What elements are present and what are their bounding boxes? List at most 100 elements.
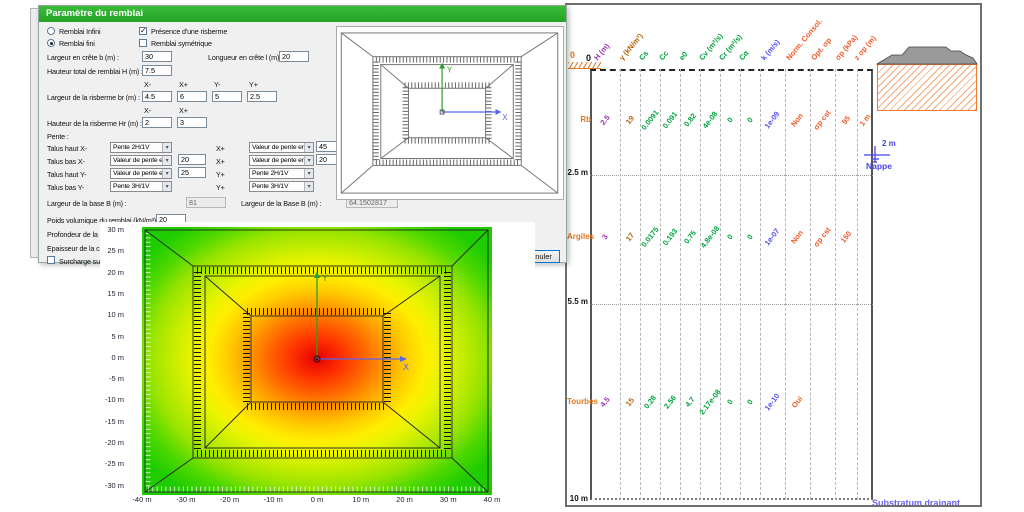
y-tick-label: -15 m — [104, 416, 124, 426]
column-header: Cs — [637, 48, 651, 62]
risberme-largeur-yplus-input[interactable] — [247, 91, 277, 102]
pente-section-label: Pente : — [47, 132, 69, 141]
talus-bas-yplus-select-value: Pente 3H/1V — [252, 183, 289, 190]
y-tick-label: -10 m — [104, 395, 124, 405]
largeur-crete-input[interactable] — [142, 51, 172, 62]
talus-row3-axis2: Y+ — [216, 183, 225, 192]
talus-bas-x-value-input[interactable] — [178, 154, 206, 165]
column-header: Opt. σp — [809, 35, 834, 62]
chevron-down-icon: ▾ — [304, 143, 313, 152]
talus-haut-y-select[interactable]: Valeur de pente en ° ▾ — [110, 168, 172, 179]
radio-remblai-infini[interactable] — [47, 27, 55, 35]
column-header: Cc — [657, 48, 671, 62]
layer-boundary-2-5m — [590, 175, 873, 176]
talus-haut-x-label: Talus haut X- — [47, 144, 87, 153]
profile-chart-box — [590, 69, 873, 500]
hauteur-total-input[interactable] — [142, 65, 172, 76]
longueur-crete-label: Longueur en crête l (m) : — [208, 53, 283, 62]
risberme-hauteur-xplus-input[interactable] — [177, 117, 207, 128]
layer-name-tourbes: Tourbes — [567, 397, 598, 406]
y-tick-label: -5 m — [109, 374, 124, 384]
axis-header-xminus: X- — [144, 80, 152, 89]
axis-header2-xplus: X+ — [179, 106, 188, 115]
tn-zero-label: 0 — [570, 50, 576, 60]
checkbox-presence-risberme[interactable] — [139, 26, 147, 35]
talus-haut-y-value-input[interactable] — [178, 167, 206, 178]
x-tick-label: 20 m — [396, 495, 413, 504]
chevron-down-icon: ▾ — [304, 182, 313, 191]
chevron-down-icon: ▾ — [162, 143, 171, 152]
checkbox-remblai-symetrique-label: Remblai symétrique — [151, 39, 212, 48]
longueur-crete-input[interactable] — [279, 51, 309, 62]
y-tick-label: 10 m — [107, 310, 124, 320]
risberme-largeur-xplus-input[interactable] — [177, 91, 207, 102]
checkbox-remblai-symetrique[interactable] — [139, 39, 147, 47]
x-axis-label: X — [403, 362, 409, 372]
talus-row2-axis2: Y+ — [216, 170, 225, 179]
column-separator — [785, 69, 786, 500]
column-separator — [835, 69, 836, 500]
couche-compressible-label: Epaisseur de la couche com — [47, 244, 134, 253]
y-tick-label: -25 m — [104, 459, 124, 469]
preview-axes: Y X — [439, 62, 508, 122]
depth-label-2-5m: 2.5 m — [567, 168, 588, 177]
contour-plot: Y X 30 m 25 m 20 m 15 m 10 m 5 m 0 m -5 m -10 m -… — [100, 222, 535, 512]
radio-remblai-fini-label: Remblai fini — [59, 39, 95, 48]
x-tick-label: -40 m — [132, 495, 152, 504]
contour-axes: Y X — [313, 271, 409, 372]
y-tick-label: 15 m — [107, 288, 124, 298]
talus-haut-xplus-select[interactable]: Valeur de pente en ° ▾ — [249, 142, 314, 153]
layer-name-argiles: Argiles — [567, 232, 595, 241]
checkbox-presence-risberme-label: Présence d'une risberme — [151, 27, 228, 36]
y-tick-label: 5 m — [111, 331, 124, 341]
talus-haut-x-select[interactable]: Pente 2H/1V ▾ — [110, 142, 172, 153]
x-tick-label: 40 m — [483, 495, 501, 504]
y-axis-label: Y — [322, 273, 328, 283]
y-tick-label: -30 m — [104, 480, 124, 490]
talus-haut-y-select-value: Valeur de pente en ° — [113, 170, 171, 177]
column-separator — [700, 69, 701, 500]
x-tick-label: -10 m — [263, 495, 283, 504]
surcharge-label: Surcharge sur le remblai ( — [59, 257, 138, 266]
embankment-section-icon — [875, 46, 978, 65]
plan-preview-drawing: Y X — [340, 32, 559, 194]
column-separator — [857, 69, 858, 500]
ground-hatch — [568, 62, 601, 69]
base-b-input — [186, 197, 226, 208]
nappe-label: Nappe — [866, 161, 892, 171]
chevron-down-icon: ▾ — [162, 169, 171, 178]
y-tick-label: 30 m — [107, 225, 124, 234]
axis-header2-xminus: X- — [144, 106, 152, 115]
axis-header-yplus: Y+ — [249, 80, 258, 89]
chevron-down-icon: ▾ — [304, 169, 313, 178]
depth-label-5-5m: 5.5 m — [567, 297, 588, 306]
checkbox-surcharge[interactable] — [47, 256, 55, 264]
risberme-largeur-yminus-input[interactable] — [212, 91, 242, 102]
risberme-hauteur-xminus-input[interactable] — [142, 117, 172, 128]
talus-bas-x-select[interactable]: Valeur de pente en % ▾ — [110, 155, 172, 166]
dialog-titlebar: Paramètre du remblai — [39, 6, 566, 22]
column-separator — [810, 69, 811, 500]
risberme-largeur-xminus-input[interactable] — [142, 91, 172, 102]
risberme-hauteur-label: Hauteur de la risberme Hr (m) : — [47, 119, 142, 128]
y-tick-label: 25 m — [107, 246, 124, 256]
talus-bas-x-select-value: Valeur de pente en % — [113, 157, 172, 164]
talus-haut-yplus-select[interactable]: Pente 2H/1V ▾ — [249, 168, 314, 179]
talus-bas-y-select[interactable]: Pente 3H/1V ▾ — [110, 181, 172, 192]
column-separator — [720, 69, 721, 500]
x-tick-label: 10 m — [352, 495, 370, 504]
column-separator — [740, 69, 741, 500]
column-separator — [620, 69, 621, 500]
chevron-down-icon: ▾ — [162, 182, 171, 191]
layer-boundary-5-5m — [590, 304, 873, 305]
substratum-label: Substratum drainant — [872, 498, 961, 507]
talus-haut-y-label: Talus haut Y- — [47, 170, 87, 179]
talus-bas-xplus-select-value: Valeur de pente en % — [252, 157, 313, 164]
talus-bas-yplus-select[interactable]: Pente 3H/1V ▾ — [249, 181, 314, 192]
radio-remblai-fini[interactable] — [47, 39, 55, 47]
axis-header-xplus: X+ — [179, 80, 188, 89]
hauteur-total-label: Hauteur total de remblai H (m) : — [47, 67, 143, 76]
talus-bas-xplus-select[interactable]: Valeur de pente en % ▾ — [249, 155, 314, 166]
column-separator — [660, 69, 661, 500]
